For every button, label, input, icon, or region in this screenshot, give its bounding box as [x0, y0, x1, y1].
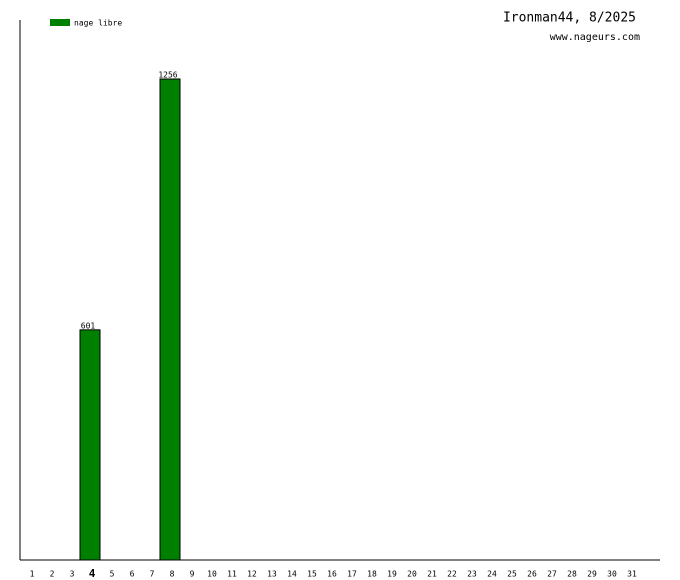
- x-tick-label: 18: [367, 570, 377, 579]
- x-tick-label: 25: [507, 570, 517, 579]
- x-tick-label: 28: [567, 570, 577, 579]
- data-label: 601: [81, 321, 96, 330]
- legend-swatch: [50, 19, 70, 26]
- x-tick-label: 10: [207, 570, 217, 579]
- x-tick-label: 5: [110, 570, 115, 579]
- x-tick-label: 12: [247, 570, 257, 579]
- x-tick-label: 26: [527, 570, 537, 579]
- x-tick-label: 6: [130, 570, 135, 579]
- x-tick-label: 9: [190, 570, 195, 579]
- x-tick-label: 3: [70, 570, 75, 579]
- x-tick-label: 2: [50, 570, 55, 579]
- legend-label: nage libre: [74, 19, 122, 28]
- chart-subtitle: www.nageurs.com: [550, 32, 640, 43]
- x-tick-label: 30: [607, 570, 617, 579]
- x-tick-label: 24: [487, 570, 497, 579]
- x-tick-label: 22: [447, 570, 457, 579]
- bar: [79, 329, 101, 561]
- x-tick-label: 20: [407, 570, 417, 579]
- x-tick-label: 16: [327, 570, 337, 579]
- x-tick-label: 23: [467, 570, 477, 579]
- x-tick-label: 31: [627, 570, 637, 579]
- data-label: 1256: [158, 70, 177, 79]
- x-tick-label: 19: [387, 570, 397, 579]
- x-tick-label: 14: [287, 570, 297, 579]
- x-tick-label: 15: [307, 570, 317, 579]
- x-tick-label: 27: [547, 570, 557, 579]
- x-tick-label: 1: [30, 570, 35, 579]
- x-tick-label: 7: [150, 570, 155, 579]
- bar: [159, 78, 181, 561]
- chart-title: Ironman44, 8/2025: [503, 11, 636, 26]
- x-tick-label: 4: [89, 567, 96, 580]
- x-tick-label: 8: [170, 570, 175, 579]
- x-tick-label: 21: [427, 570, 437, 579]
- x-tick-label: 13: [267, 570, 277, 579]
- x-tick-label: 29: [587, 570, 597, 579]
- x-tick-label: 11: [227, 570, 237, 579]
- x-tick-label: 17: [347, 570, 357, 579]
